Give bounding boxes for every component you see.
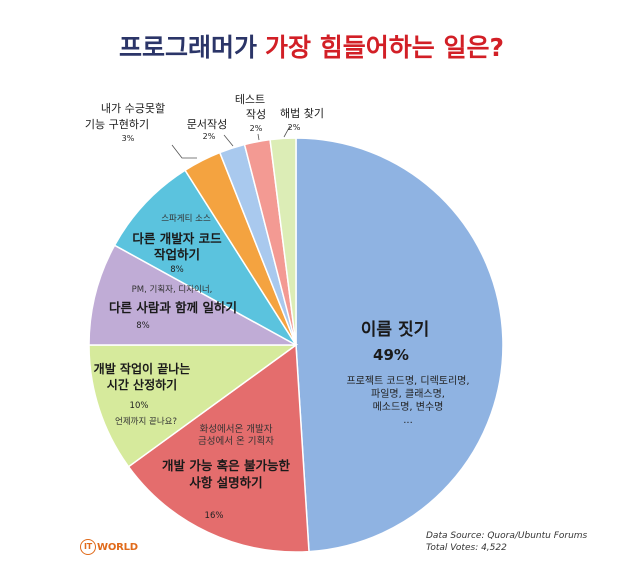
slice-value-implement: 3% bbox=[122, 134, 135, 143]
slice-value-naming: 49% bbox=[373, 346, 409, 364]
slice-label-othercode-1: 다른 개발자 코드 bbox=[132, 231, 222, 246]
slice-label-estimate-1: 개발 작업이 끝나는 bbox=[94, 361, 191, 376]
slice-label-estimate-2: 시간 산정하기 bbox=[107, 377, 177, 392]
itworld-logo: IT WORLD bbox=[80, 539, 138, 555]
slice-note-naming-1: 프로젝트 코드명, 디렉토리명, bbox=[346, 375, 469, 387]
pie-slice-8 bbox=[269, 137, 297, 346]
title-part2: 가장 힘들어하는 일은? bbox=[265, 33, 504, 62]
slice-value-explain: 16% bbox=[205, 511, 224, 521]
chart-title: 프로그래머가 가장 힘들어하는 일은? bbox=[0, 28, 623, 64]
slice-note-explain-2: 금성에서 온 기획자 bbox=[198, 435, 274, 447]
slice-note-estimate: 언제까지 끝나요? bbox=[115, 416, 177, 427]
slice-value-test: 2% bbox=[250, 124, 263, 133]
logo-text: WORLD bbox=[97, 542, 138, 553]
slice-label-docs: 문서작성 bbox=[187, 118, 227, 131]
slice-label-implement-1: 내가 수긍못할 bbox=[101, 102, 165, 115]
slice-note-naming-3: 메소드명, 변수명 bbox=[373, 401, 444, 413]
slice-label-collab: 다른 사람과 함께 일하기 bbox=[109, 300, 237, 315]
data-source-line: Data Source: Quora/Ubuntu Forums bbox=[426, 531, 588, 541]
slice-note-explain-1: 화성에서온 개발자 bbox=[200, 424, 273, 435]
pie-slice-3 bbox=[88, 244, 297, 346]
total-votes-line: Total Votes: 4,522 bbox=[426, 543, 507, 553]
slice-label-test-2: 작성 bbox=[246, 108, 266, 121]
slice-label-explain-2: 사항 설명하기 bbox=[189, 475, 262, 490]
slice-label-implement-2: 기능 구현하기 bbox=[85, 117, 149, 131]
slice-value-estimate: 10% bbox=[130, 401, 149, 411]
slice-note-othercode: 스파게티 소스 bbox=[161, 213, 211, 224]
pie-slice-0 bbox=[295, 137, 504, 553]
slice-label-test-1: 테스트 bbox=[235, 93, 265, 106]
slice-note-naming-2: 파일명, 클래스명, bbox=[371, 388, 445, 400]
data-source: Data Source: Quora/Ubuntu Forums Total V… bbox=[426, 530, 587, 554]
slice-note-naming-4: ... bbox=[403, 415, 413, 426]
slice-value-solution: 2% bbox=[288, 123, 301, 132]
logo-ring: IT bbox=[80, 539, 96, 555]
slice-value-othercode: 8% bbox=[170, 265, 184, 275]
pie-slice-2 bbox=[88, 344, 299, 468]
pie-slice-4 bbox=[113, 169, 297, 346]
slice-label-othercode-2: 작업하기 bbox=[154, 247, 200, 262]
slice-value-docs: 2% bbox=[203, 132, 216, 141]
slice-label-solution: 해법 찾기 bbox=[280, 106, 324, 120]
slice-label-naming: 이름 짓기 bbox=[361, 320, 429, 340]
slice-note-collab: PM, 기획자, 디자이너, bbox=[132, 284, 213, 295]
pie-slice-1 bbox=[127, 343, 310, 553]
slice-label-explain-1: 개발 가능 혹은 불가능한 bbox=[162, 458, 291, 473]
slice-value-collab: 8% bbox=[136, 321, 150, 331]
title-part1: 프로그래머가 bbox=[119, 33, 258, 62]
